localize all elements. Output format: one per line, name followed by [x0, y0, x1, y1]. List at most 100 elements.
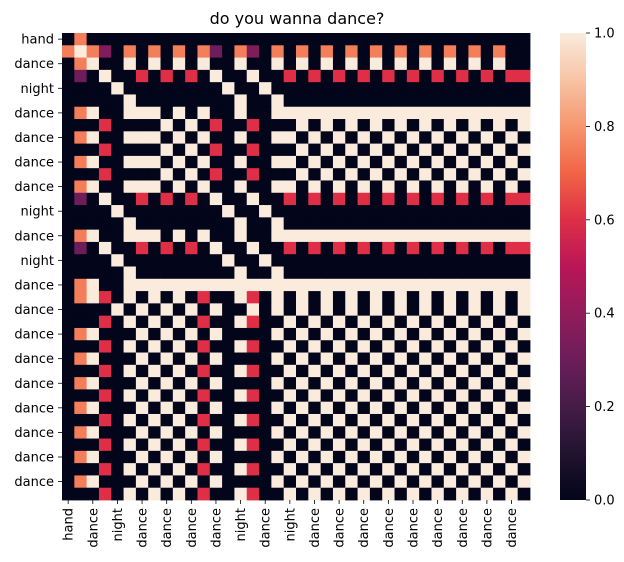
heatmap-cell — [197, 33, 211, 46]
heatmap-cell — [480, 131, 494, 145]
heatmap-cell — [505, 119, 519, 132]
heatmap-cell — [148, 205, 161, 218]
heatmap-cell — [419, 155, 432, 169]
heatmap-cell — [394, 229, 408, 243]
heatmap-cell — [332, 389, 346, 403]
heatmap-cell — [209, 340, 223, 353]
heatmap-cell — [98, 82, 112, 95]
heatmap-cell — [197, 205, 211, 218]
heatmap-cell — [468, 45, 482, 58]
heatmap-cell — [505, 475, 519, 489]
heatmap-cell — [197, 413, 211, 427]
heatmap-cell — [160, 438, 174, 452]
heatmap-cell — [62, 57, 75, 71]
heatmap-cell — [357, 401, 371, 415]
heatmap-cell — [517, 131, 531, 145]
x-tick-label: dance — [333, 508, 348, 548]
heatmap-cell — [332, 278, 346, 292]
heatmap-cell — [345, 33, 358, 46]
colorbar-tick-label: 0.6 — [594, 213, 615, 228]
heatmap-cell — [74, 168, 88, 181]
heatmap-cell — [456, 450, 469, 464]
heatmap-cell — [357, 33, 371, 46]
heatmap-cell — [246, 450, 260, 464]
heatmap-cell — [419, 106, 432, 120]
heatmap-cell — [135, 315, 149, 329]
heatmap-cell — [480, 413, 494, 427]
heatmap-cell — [98, 180, 112, 194]
heatmap-cell — [443, 106, 457, 120]
heatmap-cell — [185, 119, 198, 132]
heatmap-cell — [234, 340, 248, 353]
colorbar-tick-label: 0.0 — [594, 494, 615, 509]
heatmap-cell — [296, 254, 309, 267]
y-tick-label: dance — [14, 106, 54, 121]
heatmap-cell — [308, 266, 322, 280]
heatmap-cell — [222, 192, 235, 206]
heatmap-cell — [357, 241, 371, 255]
heatmap-cell — [394, 438, 408, 452]
heatmap-cell — [296, 438, 309, 452]
heatmap-cell — [209, 401, 223, 415]
heatmap-cell — [234, 205, 248, 218]
heatmap-cell — [443, 413, 457, 427]
heatmap-cell — [505, 266, 519, 280]
heatmap-cell — [148, 352, 161, 366]
heatmap-cell — [160, 57, 174, 71]
heatmap-cell — [382, 340, 395, 353]
heatmap-cell — [332, 229, 346, 243]
heatmap-cell — [345, 192, 358, 206]
heatmap-cell — [431, 168, 445, 181]
heatmap-cell — [62, 131, 75, 145]
heatmap-cell — [185, 450, 198, 464]
heatmap-cell — [172, 475, 186, 489]
heatmap-cell — [332, 131, 346, 145]
heatmap-cell — [271, 291, 285, 304]
heatmap-cell — [283, 340, 297, 353]
heatmap-cell — [394, 278, 408, 292]
heatmap-cell — [271, 155, 285, 169]
heatmap-cell — [111, 155, 124, 169]
heatmap-cell — [111, 119, 124, 132]
heatmap-cell — [148, 278, 161, 292]
heatmap-cell — [480, 377, 494, 390]
heatmap-cell — [357, 205, 371, 218]
heatmap-cell — [86, 131, 100, 145]
heatmap-cell — [283, 229, 297, 243]
heatmap-cell — [480, 168, 494, 181]
heatmap-cell — [185, 131, 198, 145]
heatmap-cell — [246, 303, 260, 317]
heatmap-cell — [308, 315, 322, 329]
heatmap-cell — [185, 143, 198, 157]
heatmap-cell — [234, 229, 248, 243]
heatmap-cell — [160, 364, 174, 378]
heatmap-cell — [406, 155, 420, 169]
heatmap-cell — [197, 168, 211, 181]
heatmap-cell — [419, 389, 432, 403]
heatmap-cell — [148, 57, 161, 71]
heatmap-cell — [357, 45, 371, 58]
heatmap-cell — [123, 241, 137, 255]
colorbar-tick-label: 0.4 — [594, 307, 615, 322]
heatmap-cell — [135, 168, 149, 181]
heatmap-cell — [98, 119, 112, 132]
heatmap-cell — [493, 131, 506, 145]
heatmap-cell — [172, 192, 186, 206]
heatmap-cell — [222, 94, 235, 108]
heatmap-cell — [197, 438, 211, 452]
heatmap-cell — [320, 438, 334, 452]
colorbar-tick-label: 1.0 — [594, 27, 615, 42]
heatmap-cell — [234, 413, 248, 427]
heatmap-cell — [111, 463, 124, 476]
heatmap-cell — [259, 364, 272, 378]
heatmap-cell — [394, 205, 408, 218]
heatmap-cell — [209, 450, 223, 464]
heatmap-cell — [480, 33, 494, 46]
heatmap-cell — [382, 33, 395, 46]
heatmap-cell — [505, 192, 519, 206]
heatmap-cell — [135, 266, 149, 280]
heatmap-cell — [185, 94, 198, 108]
heatmap-cell — [86, 192, 100, 206]
heatmap-cell — [480, 352, 494, 366]
heatmap-cell — [185, 69, 198, 83]
